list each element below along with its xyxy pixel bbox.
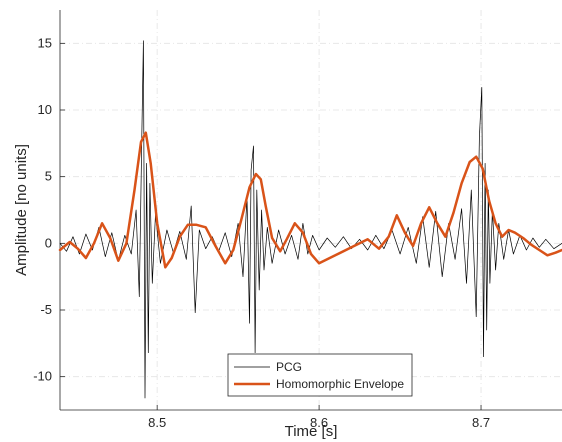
x-tick-label-1: 8.6: [310, 415, 328, 430]
y-tick-label-4: 10: [38, 102, 52, 117]
y-tick-label-1: -5: [40, 302, 52, 317]
legend-box: [227, 353, 413, 397]
x-tick-label-0: 8.5: [148, 415, 166, 430]
series-group: [58, 40, 562, 399]
tick-labels: 8.5 8.6 8.7 -10 -5 0 5 10 15: [33, 35, 490, 430]
y-tick-label-2: 0: [45, 235, 52, 250]
legend-label-envelope: Homomorphic Envelope: [276, 377, 404, 391]
x-tick-label-2: 8.7: [472, 415, 490, 430]
series-line-envelope: [58, 131, 562, 269]
series-line-pcg: [59, 40, 562, 399]
x-axis-label: Time [s]: [285, 423, 338, 440]
legend-label-pcg: PCG: [276, 360, 302, 374]
axes: [59, 10, 562, 411]
legend: PCG Homomorphic Envelope: [227, 353, 413, 397]
plot-background: [60, 10, 562, 410]
y-tick-label-0: -10: [33, 369, 52, 384]
y-tick-label-5: 15: [38, 35, 52, 50]
y-axis-label: Amplitude [no units]: [13, 144, 30, 276]
y-tick-label-3: 5: [45, 169, 52, 184]
